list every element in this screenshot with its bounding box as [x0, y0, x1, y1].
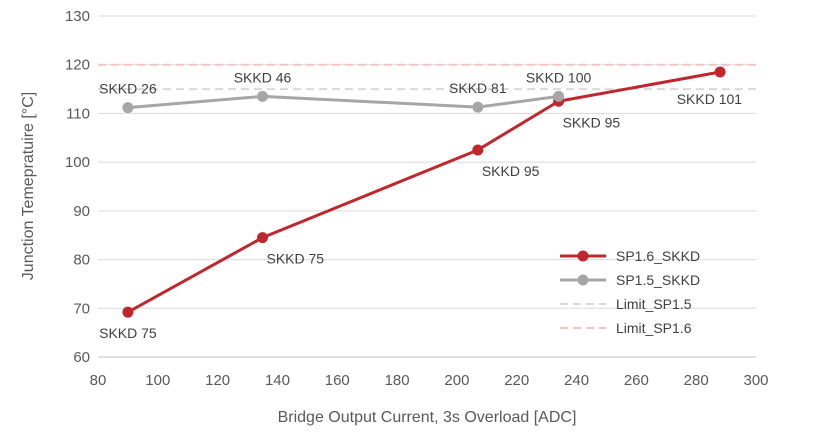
data-label: SKKD 46: [234, 69, 292, 85]
series-layer: [122, 66, 726, 318]
x-tick-label: 220: [504, 372, 529, 389]
x-axis-title: Bridge Output Current, 3s Overload [ADC]: [278, 409, 577, 426]
y-tick-label: 120: [65, 57, 90, 74]
x-tick-label: 180: [385, 372, 410, 389]
data-label: SKKD 95: [563, 114, 621, 130]
legend-label: SP1.6_SKKD: [616, 248, 700, 264]
y-tick-label: 100: [65, 154, 90, 171]
data-point: [122, 102, 134, 114]
x-tick-label: 200: [444, 372, 469, 389]
data-point: [472, 144, 484, 156]
data-point: [553, 90, 565, 102]
legend-item: SP1.5_SKKD: [560, 272, 700, 288]
legend-item: SP1.6_SKKD: [560, 248, 700, 264]
data-label: SKKD 26: [99, 81, 157, 97]
data-label: SKKD 75: [99, 325, 157, 341]
y-axis-title: Junction Temepratuire [°C]: [20, 92, 37, 280]
data-label: SKKD 101: [677, 91, 743, 107]
x-tick-label: 260: [624, 372, 649, 389]
y-tick-label: 130: [65, 8, 90, 25]
data-label: SKKD 75: [267, 251, 325, 267]
x-tick-label: 280: [684, 372, 709, 389]
x-tick-label: 160: [325, 372, 350, 389]
y-tick-label: 90: [73, 203, 90, 220]
label-layer: SKKD 75 SKKD 75 SKKD 95 SKKD 95 SKKD 101 SKKD…: [99, 69, 742, 341]
x-tick-label: 300: [743, 372, 768, 389]
x-tick-label: 240: [564, 372, 589, 389]
x-tick-label: 140: [265, 372, 290, 389]
tick-layer: 60 70 80 90 100 110 120 130 80 100 120 140 160 180 200…: [65, 8, 769, 389]
y-tick-label: 110: [66, 105, 90, 122]
legend-label: SP1.5_SKKD: [616, 272, 700, 288]
legend: SP1.6_SKKD SP1.5_SKKD Limit_SP1.5 Limit_SP1…: [560, 248, 700, 336]
y-tick-label: 70: [73, 300, 90, 317]
legend-item: Limit_SP1.6: [560, 320, 692, 336]
data-point: [714, 66, 726, 78]
data-label: SKKD 100: [526, 69, 592, 85]
y-tick-label: 60: [73, 349, 90, 366]
legend-marker: [577, 250, 589, 262]
data-point: [472, 101, 484, 113]
legend-item: Limit_SP1.5: [560, 296, 692, 312]
legend-marker: [577, 274, 589, 286]
data-point: [122, 306, 134, 318]
legend-label: Limit_SP1.6: [616, 320, 692, 336]
data-point: [257, 90, 268, 102]
limit-layer: [98, 63, 756, 91]
x-tick-label: 80: [90, 372, 107, 389]
x-tick-label: 100: [145, 372, 170, 389]
series-line: [127, 94, 559, 110]
x-tick-label: 120: [205, 372, 230, 389]
legend-label: Limit_SP1.5: [616, 296, 692, 312]
data-label: SKKD 95: [482, 163, 540, 179]
data-point: [257, 232, 268, 244]
y-tick-label: 80: [73, 252, 90, 269]
data-label: SKKD 81: [449, 80, 507, 96]
